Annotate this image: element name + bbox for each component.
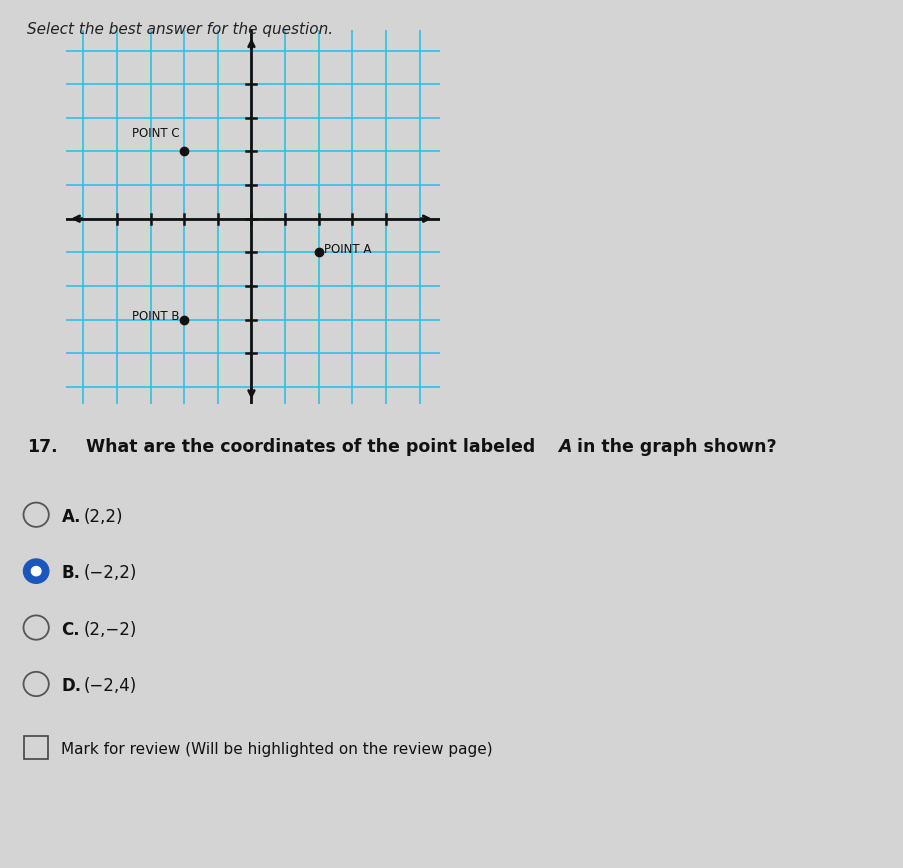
Text: B.: B. bbox=[61, 564, 80, 582]
Text: What are the coordinates of the point labeled: What are the coordinates of the point la… bbox=[86, 438, 541, 457]
Text: Select the best answer for the question.: Select the best answer for the question. bbox=[27, 22, 333, 36]
Text: 17.: 17. bbox=[27, 438, 58, 457]
Text: POINT B: POINT B bbox=[132, 310, 179, 323]
Text: (−2,4): (−2,4) bbox=[84, 677, 137, 695]
Text: D.: D. bbox=[61, 677, 81, 695]
Text: Mark for review (Will be highlighted on the review page): Mark for review (Will be highlighted on … bbox=[61, 742, 492, 757]
Text: POINT C: POINT C bbox=[131, 127, 179, 140]
Text: (2,2): (2,2) bbox=[84, 508, 124, 526]
Text: (−2,2): (−2,2) bbox=[84, 564, 137, 582]
Text: (2,−2): (2,−2) bbox=[84, 621, 137, 639]
Text: in the graph shown?: in the graph shown? bbox=[571, 438, 776, 457]
Text: C.: C. bbox=[61, 621, 80, 639]
Text: POINT A: POINT A bbox=[323, 243, 371, 256]
Text: A.: A. bbox=[61, 508, 81, 526]
Text: A: A bbox=[557, 438, 571, 457]
